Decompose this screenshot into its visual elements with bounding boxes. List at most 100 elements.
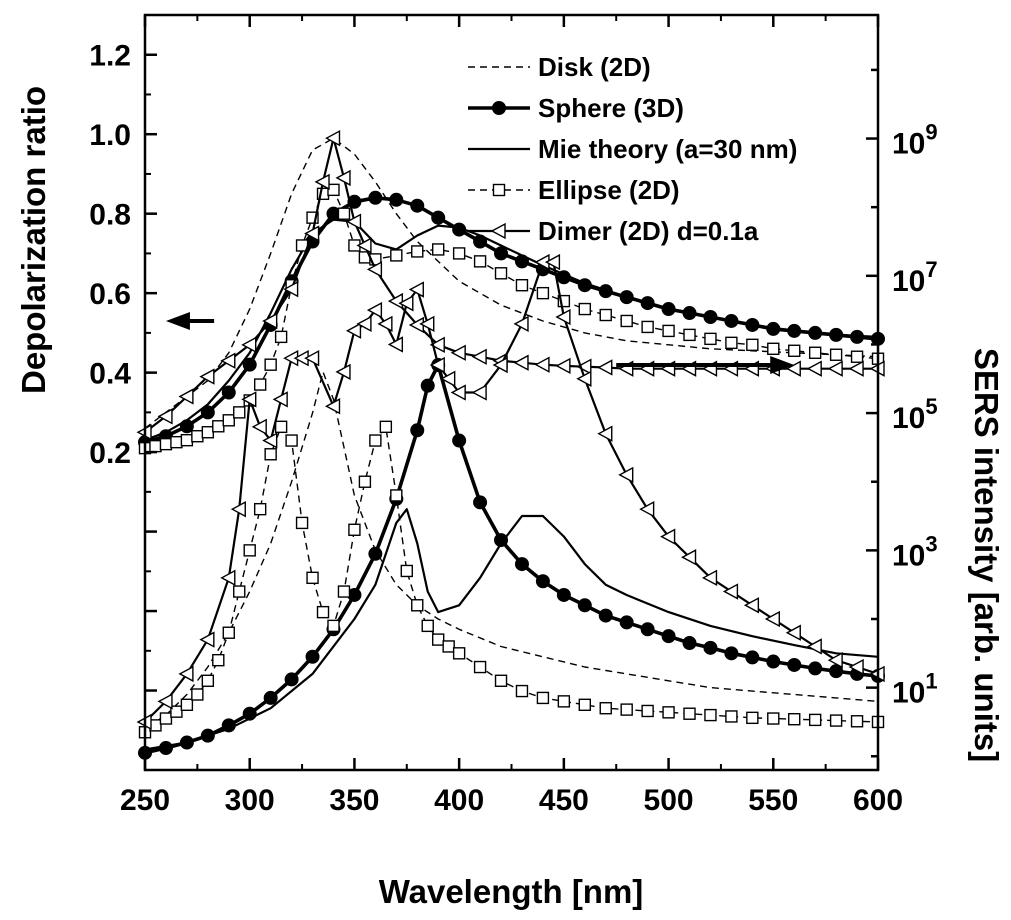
data-point-square bbox=[358, 475, 372, 488]
data-point-square bbox=[316, 605, 330, 619]
data-point-triangle bbox=[806, 360, 822, 377]
data-point-triangle bbox=[597, 359, 613, 376]
y-left-tick-label: 1.2 bbox=[89, 40, 131, 73]
data-point-triangle bbox=[743, 597, 760, 614]
data-point-square bbox=[536, 286, 550, 300]
data-point-circle bbox=[420, 378, 435, 393]
arrows-layer bbox=[165, 311, 795, 375]
series-4 bbox=[136, 130, 885, 441]
data-point-square bbox=[274, 330, 288, 344]
data-point-square bbox=[253, 502, 267, 516]
data-point-circle bbox=[745, 650, 760, 665]
data-point-square bbox=[390, 249, 403, 262]
data-point-circle bbox=[787, 657, 802, 672]
series-line bbox=[144, 137, 879, 429]
data-point-triangle bbox=[387, 292, 404, 310]
data-point-triangle bbox=[272, 391, 288, 408]
y-left-tick-label: 0.2 bbox=[89, 437, 131, 470]
y-right-tick-base: 10 bbox=[892, 128, 925, 161]
data-point-square bbox=[222, 626, 235, 639]
data-point-triangle bbox=[335, 363, 351, 381]
data-point-triangle bbox=[722, 583, 739, 600]
data-point-square bbox=[191, 430, 204, 443]
x-tick-label: 500 bbox=[644, 784, 694, 817]
data-point-circle bbox=[640, 622, 655, 637]
data-point-square bbox=[850, 350, 864, 363]
data-point-square bbox=[149, 439, 162, 453]
data-point-square bbox=[253, 378, 267, 391]
data-point-square bbox=[746, 338, 759, 352]
data-point-triangle bbox=[597, 425, 613, 442]
data-point-square bbox=[390, 489, 403, 502]
data-point-circle bbox=[492, 101, 506, 115]
data-point-circle bbox=[221, 385, 236, 400]
legend-label: Mie theory (a=30 nm) bbox=[538, 134, 797, 164]
data-point-triangle bbox=[283, 281, 299, 298]
data-point-circle bbox=[200, 405, 215, 420]
data-point-square bbox=[233, 585, 246, 598]
data-point-square bbox=[808, 713, 822, 727]
data-point-square bbox=[683, 707, 696, 720]
data-point-square bbox=[452, 247, 466, 260]
data-point-circle bbox=[619, 615, 634, 630]
data-point-square bbox=[515, 684, 529, 698]
data-point-square bbox=[212, 420, 225, 433]
data-point-triangle bbox=[419, 315, 435, 333]
data-point-square bbox=[327, 183, 340, 197]
data-point-square bbox=[264, 358, 277, 371]
data-point-square bbox=[473, 660, 487, 674]
data-point-triangle bbox=[450, 384, 466, 401]
data-point-square bbox=[432, 633, 445, 646]
data-point-square bbox=[767, 342, 780, 355]
data-point-triangle bbox=[618, 466, 634, 484]
data-point-circle bbox=[808, 661, 823, 676]
data-point-triangle bbox=[544, 253, 561, 271]
y-right-tick-label: 107 bbox=[892, 257, 938, 298]
data-point-triangle bbox=[492, 356, 508, 374]
data-point-triangle bbox=[199, 368, 215, 385]
data-point-triangle bbox=[513, 315, 529, 333]
y-right-tick-exp: 7 bbox=[925, 257, 937, 282]
data-point-triangle bbox=[764, 610, 780, 628]
data-point-circle bbox=[473, 495, 488, 510]
data-point-circle bbox=[452, 433, 467, 448]
data-point-triangle bbox=[848, 360, 864, 377]
legend-item: Disk (2D) bbox=[468, 52, 651, 82]
data-point-triangle bbox=[345, 322, 362, 339]
data-point-circle bbox=[368, 190, 383, 205]
data-point-square bbox=[306, 211, 319, 224]
data-point-circle bbox=[263, 690, 278, 705]
y-right-tick-label: 109 bbox=[892, 120, 938, 161]
data-point-circle bbox=[368, 546, 383, 561]
data-point-square bbox=[233, 406, 246, 419]
data-point-triangle bbox=[555, 308, 571, 326]
data-point-triangle bbox=[408, 281, 424, 298]
data-point-square bbox=[599, 702, 612, 715]
data-point-square bbox=[421, 619, 434, 633]
data-point-circle bbox=[494, 533, 509, 548]
data-point-square bbox=[180, 698, 194, 711]
data-point-square bbox=[442, 640, 455, 653]
series-1 bbox=[138, 190, 885, 450]
data-point-triangle bbox=[450, 344, 466, 361]
data-point-square bbox=[683, 328, 696, 342]
y-left-tick-label: 0.6 bbox=[89, 278, 131, 311]
data-point-triangle bbox=[157, 693, 173, 710]
data-point-triangle bbox=[660, 528, 676, 545]
data-point-triangle bbox=[262, 432, 278, 449]
x-tick-label: 400 bbox=[434, 784, 484, 817]
data-point-square bbox=[337, 207, 351, 220]
data-point-circle bbox=[682, 636, 697, 651]
data-point-square bbox=[264, 448, 277, 461]
x-axis-title: Wavelength [nm] bbox=[379, 873, 644, 910]
data-point-square bbox=[337, 585, 351, 598]
data-point-circle bbox=[410, 198, 425, 213]
y-right-tick-label: 103 bbox=[892, 531, 938, 572]
series-layer bbox=[136, 130, 885, 760]
arrow-head bbox=[770, 356, 795, 375]
data-point-triangle bbox=[681, 549, 697, 566]
data-point-square bbox=[327, 619, 340, 633]
series-2 bbox=[144, 218, 879, 442]
data-point-square bbox=[578, 302, 591, 316]
x-tick-label: 350 bbox=[329, 784, 379, 817]
